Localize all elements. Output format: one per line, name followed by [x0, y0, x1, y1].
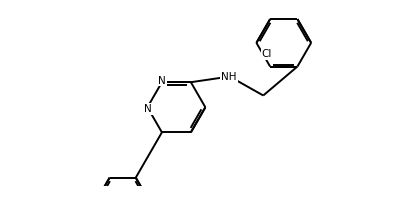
- Text: N: N: [144, 104, 152, 114]
- Text: N: N: [158, 76, 166, 85]
- Text: Cl: Cl: [262, 49, 272, 59]
- Text: NH: NH: [221, 72, 237, 82]
